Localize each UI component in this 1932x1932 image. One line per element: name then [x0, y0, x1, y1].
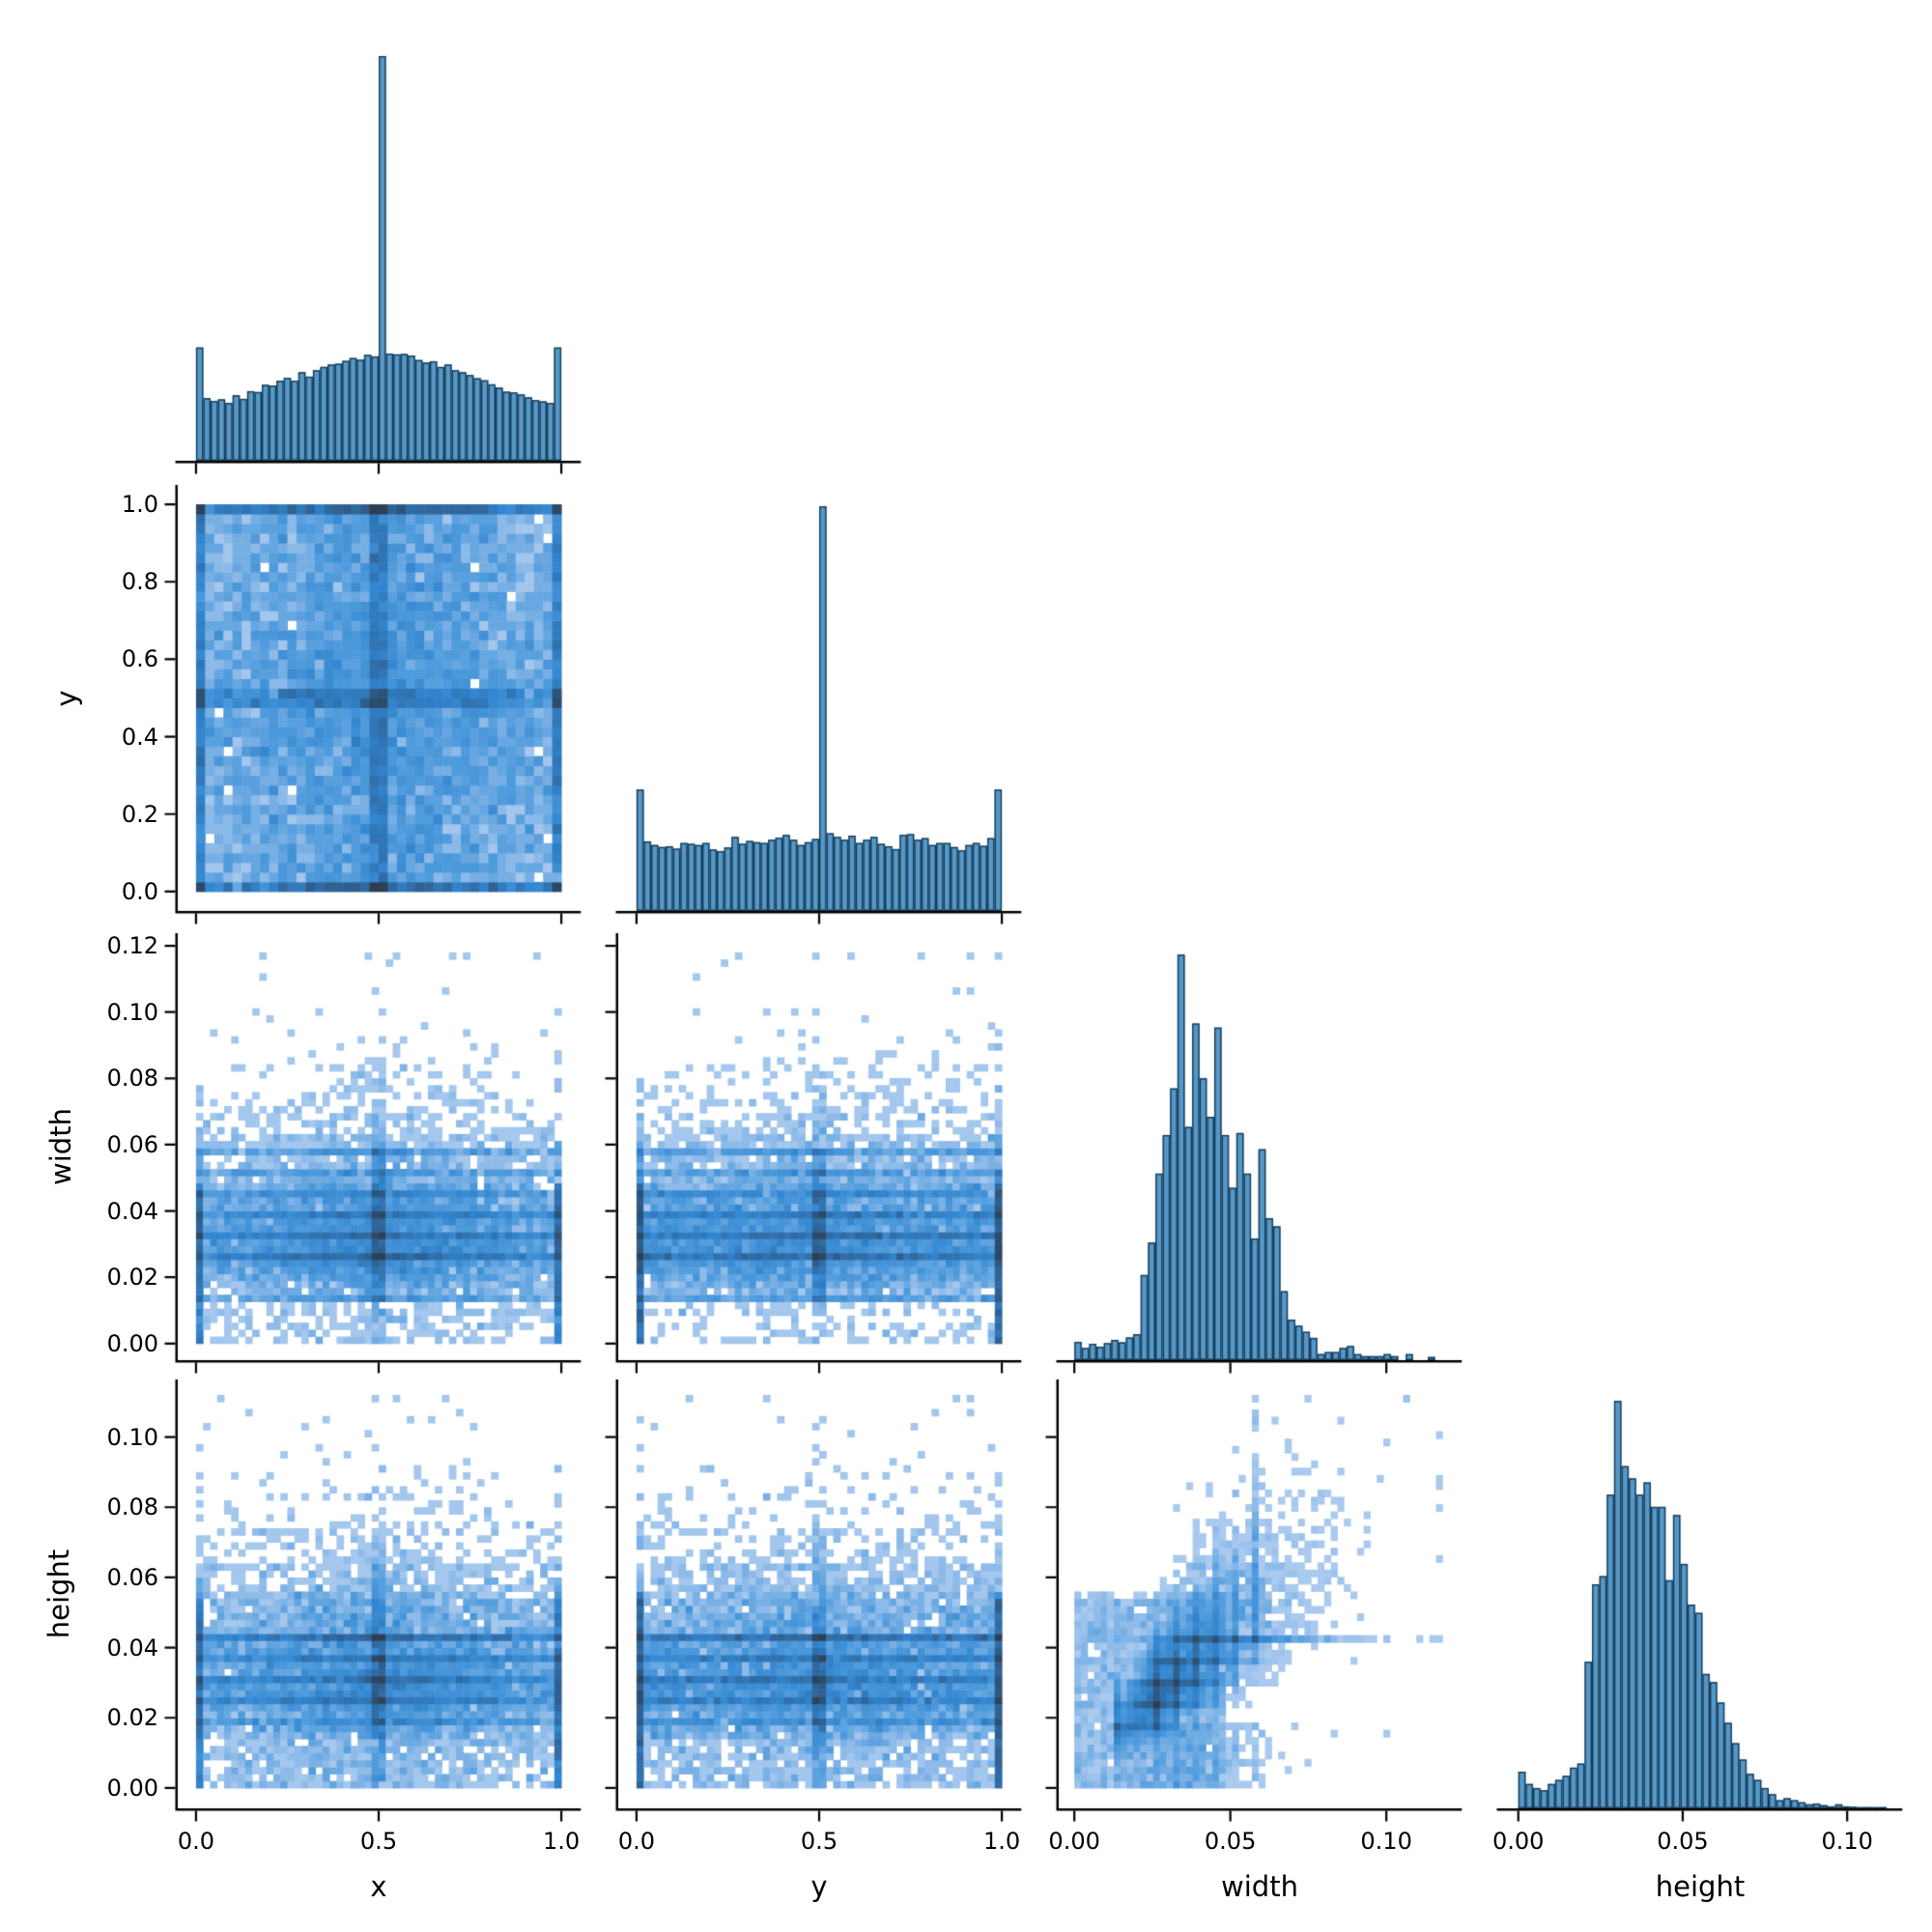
- tick-label: 0.00: [1048, 1828, 1100, 1855]
- tick-label: 0.5: [800, 1828, 838, 1855]
- x-axis-label-height: height: [1655, 1870, 1746, 1903]
- tick-label: 0.00: [106, 1774, 158, 1802]
- tick-label: 0.02: [106, 1704, 158, 1732]
- tick-label: 0.05: [1204, 1828, 1257, 1855]
- tick-label: 0.2: [121, 800, 158, 828]
- tick-label: 0.02: [106, 1264, 158, 1292]
- panel-height-histogram: [1499, 1379, 1901, 1808]
- tick-label: 0.0: [617, 1828, 655, 1855]
- tick-label: 0.5: [359, 1828, 398, 1855]
- tick-label: 0.06: [106, 1130, 158, 1158]
- x-axis-label-x: x: [370, 1870, 387, 1903]
- tick-label: 0.0: [121, 877, 158, 905]
- panel-x-histogram: [178, 35, 580, 461]
- y-axis-label-height: height: [43, 1548, 76, 1639]
- tick-label: 0.04: [106, 1634, 158, 1662]
- tick-label: 0.00: [106, 1329, 158, 1357]
- tick-label: 0.00: [1492, 1828, 1545, 1855]
- tick-label: 0.4: [121, 723, 158, 751]
- panel-y-histogram: [618, 485, 1020, 911]
- panel-x-height-hist2d: [178, 1379, 580, 1808]
- tick-label: 0.6: [121, 645, 158, 673]
- tick-label: 0.04: [106, 1197, 158, 1225]
- tick-label: 0.10: [106, 998, 158, 1026]
- tick-label: 0.10: [106, 1423, 158, 1451]
- panel-x-width-hist2d: [178, 933, 580, 1360]
- panel-y-width-hist2d: [618, 933, 1020, 1360]
- tick-label: 0.12: [106, 931, 158, 959]
- y-axis-label-y: y: [50, 689, 84, 707]
- panel-xy-hist2d: [178, 485, 580, 911]
- panel-width-height-hist2d: [1059, 1379, 1461, 1808]
- x-axis-label-y: y: [810, 1870, 828, 1903]
- tick-label: 1.0: [121, 490, 158, 518]
- tick-label: 0.10: [1821, 1828, 1873, 1855]
- y-axis-label-width: width: [44, 1108, 78, 1185]
- tick-label: 0.06: [106, 1563, 158, 1591]
- tick-label: 0.0: [177, 1828, 214, 1855]
- panel-y-height-hist2d: [618, 1379, 1020, 1808]
- tick-label: 1.0: [542, 1828, 581, 1855]
- panel-width-histogram: [1059, 933, 1461, 1360]
- tick-label: 0.08: [106, 1065, 158, 1093]
- tick-label: 0.10: [1360, 1828, 1412, 1855]
- tick-label: 0.8: [121, 568, 158, 596]
- tick-label: 0.08: [106, 1493, 158, 1521]
- tick-label: 1.0: [982, 1828, 1021, 1855]
- x-axis-label-width: width: [1221, 1870, 1298, 1903]
- tick-label: 0.05: [1657, 1828, 1709, 1855]
